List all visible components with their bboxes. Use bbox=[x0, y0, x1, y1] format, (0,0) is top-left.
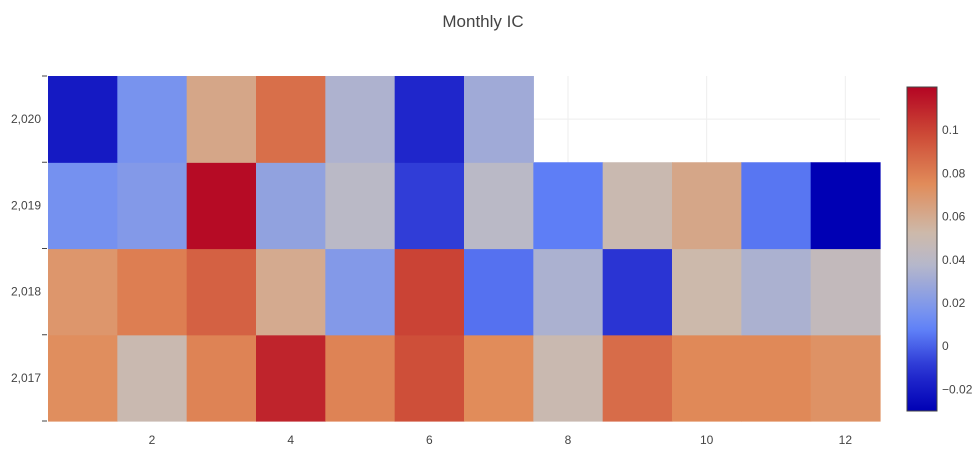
heatmap-cell bbox=[741, 248, 812, 336]
y-tick-label: 2,020 bbox=[11, 112, 41, 126]
heatmap-cell bbox=[48, 76, 118, 163]
heatmap-cell bbox=[533, 248, 604, 336]
x-tick-label: 10 bbox=[700, 433, 714, 447]
heatmap-cell bbox=[394, 162, 465, 250]
colorbar-gradient bbox=[906, 86, 938, 412]
heatmap-cell bbox=[48, 162, 118, 250]
heatmap-cell bbox=[256, 162, 326, 250]
colorbar-tick-label: 0.02 bbox=[942, 296, 966, 310]
heatmap-cell bbox=[117, 76, 188, 163]
colorbar-tick-label: 0.04 bbox=[942, 253, 966, 267]
heatmap-cell bbox=[117, 162, 188, 250]
y-tick-label: 2,019 bbox=[11, 198, 41, 212]
heatmap-cell bbox=[256, 248, 326, 336]
heatmap-cells bbox=[48, 76, 881, 422]
heatmap-cell bbox=[741, 162, 812, 250]
x-tick-label: 6 bbox=[426, 433, 433, 447]
y-tick-label: 2,017 bbox=[11, 371, 41, 385]
heatmap-cell bbox=[602, 162, 673, 250]
heatmap-cell bbox=[464, 162, 534, 250]
heatmap-cell bbox=[325, 76, 396, 163]
x-tick-label: 2 bbox=[149, 433, 156, 447]
heatmap-cell bbox=[186, 162, 257, 250]
heatmap-cell bbox=[117, 334, 188, 422]
heatmap-cell bbox=[48, 248, 118, 336]
colorbar-tick-label: 0 bbox=[942, 339, 949, 353]
colorbar-tick-label: 0.06 bbox=[942, 210, 966, 224]
heatmap-cell bbox=[394, 248, 465, 336]
heatmap-cell bbox=[672, 162, 742, 250]
heatmap-cell bbox=[464, 334, 534, 422]
x-tick-label: 12 bbox=[839, 433, 853, 447]
heatmap-cell bbox=[672, 334, 742, 422]
heatmap-cell bbox=[256, 334, 326, 422]
heatmap-cell bbox=[325, 334, 396, 422]
heatmap-cell bbox=[186, 248, 257, 336]
heatmap-cell bbox=[602, 334, 673, 422]
heatmap-cell bbox=[325, 248, 396, 336]
heatmap-cell bbox=[810, 248, 881, 336]
colorbar: −0.02 0 0.02 0.04 0.06 0.08 0.1 bbox=[906, 86, 973, 412]
heatmap-cell bbox=[394, 76, 465, 163]
x-tick-label: 8 bbox=[565, 433, 572, 447]
axes: 2 4 6 8 10 12 2,017 2,018 2,019 2,020 bbox=[11, 75, 853, 447]
heatmap-cell bbox=[810, 162, 881, 250]
heatmap-cell bbox=[256, 76, 326, 163]
heatmap-cell bbox=[464, 76, 534, 163]
colorbar-tick-label: 0.08 bbox=[942, 166, 966, 180]
colorbar-tick-label: −0.02 bbox=[942, 382, 973, 396]
heatmap-cell bbox=[464, 248, 534, 336]
heatmap-cell bbox=[672, 248, 742, 336]
chart-title: Monthly IC bbox=[442, 12, 523, 31]
heatmap-cell bbox=[325, 162, 396, 250]
x-tick-label: 4 bbox=[287, 433, 294, 447]
heatmap-cell bbox=[48, 334, 118, 422]
heatmap-cell bbox=[117, 248, 188, 336]
y-tick-label: 2,018 bbox=[11, 285, 41, 299]
heatmap-cell bbox=[533, 334, 604, 422]
heatmap-cell bbox=[186, 76, 257, 163]
heatmap-cell bbox=[602, 248, 673, 336]
heatmap-cell bbox=[533, 162, 604, 250]
heatmap-cell bbox=[186, 334, 257, 422]
heatmap-cell bbox=[810, 334, 881, 422]
heatmap-cell bbox=[741, 334, 812, 422]
colorbar-tick-label: 0.1 bbox=[942, 123, 959, 137]
heatmap-cell bbox=[394, 334, 465, 422]
